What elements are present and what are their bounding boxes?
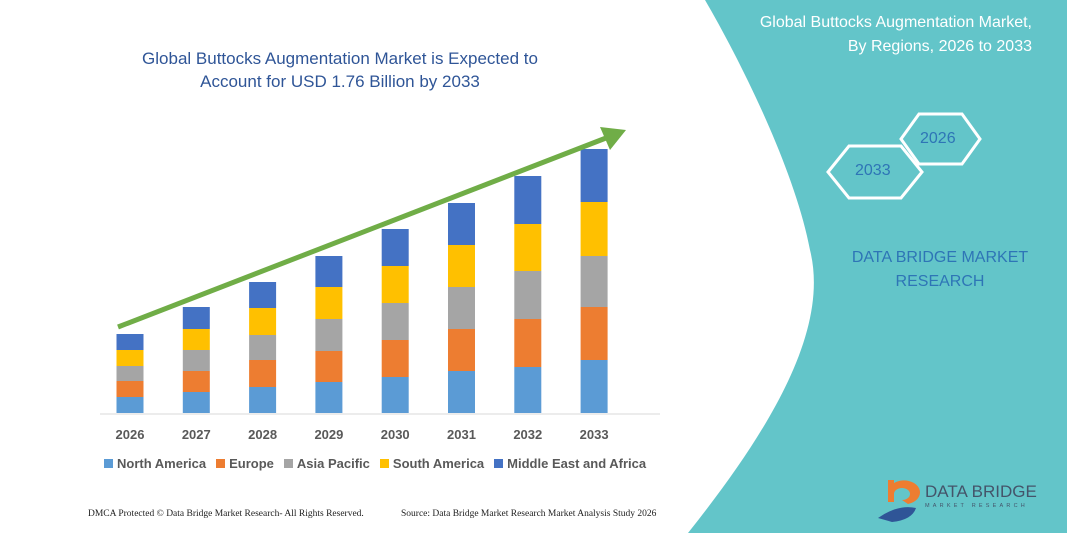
bar-segment-2028-4 bbox=[249, 282, 277, 308]
hex-end-year: 2033 bbox=[855, 162, 891, 179]
bar-segment-2033-1 bbox=[580, 307, 608, 360]
bar-segment-2032-4 bbox=[514, 176, 542, 224]
bar-segment-2028-0 bbox=[249, 387, 277, 413]
bar-segment-2032-0 bbox=[514, 367, 542, 413]
legend: North America Europe Asia Pacific South Ame… bbox=[104, 456, 646, 471]
chart-title: Global Buttocks Augmentation Market is E… bbox=[142, 49, 538, 91]
legend-swatch bbox=[104, 459, 113, 468]
x-tick-label: 2027 bbox=[182, 427, 211, 442]
stacked-bar-chart: 2026 2027 2028 2029 2030 2031 2032 2033 bbox=[100, 127, 660, 442]
x-tick-label: 2028 bbox=[248, 427, 277, 442]
legend-label: Asia Pacific bbox=[296, 456, 370, 471]
bar-segment-2026-1 bbox=[116, 381, 144, 397]
bar-segment-2027-4 bbox=[182, 307, 210, 329]
x-tick-label: 2030 bbox=[381, 427, 410, 442]
legend-item: Europe bbox=[216, 456, 274, 471]
x-tick-label: 2033 bbox=[580, 427, 609, 442]
bar-segment-2031-0 bbox=[448, 371, 475, 413]
legend-swatch bbox=[283, 459, 293, 468]
hex-start-year: 2026 bbox=[920, 130, 956, 147]
bar-segment-2032-1 bbox=[514, 319, 542, 367]
legend-label: South America bbox=[392, 456, 485, 471]
copyright-text: DMCA Protected © Data Bridge Market Rese… bbox=[88, 509, 364, 519]
bar-segment-2028-1 bbox=[249, 360, 277, 387]
legend-item: Asia Pacific bbox=[283, 456, 370, 471]
bar-segment-2030-3 bbox=[381, 266, 409, 303]
logo-text: DATA BRIDGE bbox=[925, 482, 1037, 501]
bar-segment-2026-2 bbox=[116, 366, 144, 381]
bar-segment-2029-0 bbox=[315, 382, 343, 413]
logo-icon bbox=[878, 480, 920, 522]
side-panel-title: Global Buttocks Augmentation Market, By … bbox=[759, 14, 1032, 55]
logo-subtext: MARKET RESEARCH bbox=[925, 503, 1028, 509]
legend-swatch bbox=[379, 459, 389, 468]
source-text: Source: Data Bridge Market Research Mark… bbox=[401, 509, 657, 519]
bar-segment-2028-3 bbox=[249, 308, 277, 335]
bar-segment-2033-4 bbox=[580, 149, 608, 202]
bar-segment-2031-3 bbox=[448, 245, 475, 287]
trend-arrow-line bbox=[117, 135, 607, 330]
legend-item: South America bbox=[379, 456, 485, 471]
bar-segment-2033-3 bbox=[580, 202, 608, 256]
legend-swatch bbox=[494, 459, 504, 468]
x-tick-label: 2032 bbox=[513, 427, 542, 442]
bar-segment-2027-3 bbox=[182, 329, 210, 350]
bar-segment-2033-2 bbox=[580, 256, 608, 307]
hexagon-2033 bbox=[826, 144, 924, 200]
bar-segment-2030-2 bbox=[381, 303, 409, 340]
bar-segment-2028-2 bbox=[249, 335, 277, 360]
trend-arrow-head bbox=[600, 127, 626, 150]
legend-item: North America bbox=[104, 456, 206, 471]
bar-segment-2030-1 bbox=[381, 340, 409, 377]
legend-label: North America bbox=[117, 456, 207, 471]
side-panel-shape bbox=[688, 0, 1067, 533]
x-tick-label: 2029 bbox=[314, 427, 343, 442]
bar-segment-2027-1 bbox=[182, 371, 210, 392]
brand-name: DATA BRIDGE MARKET RESEARCH bbox=[851, 249, 1029, 290]
legend-item: Middle East and Africa bbox=[494, 456, 646, 471]
bar-segment-2029-1 bbox=[315, 351, 343, 382]
bar-segment-2026-4 bbox=[116, 334, 144, 350]
legend-label: Middle East and Africa bbox=[507, 456, 647, 471]
bar-segment-2031-2 bbox=[448, 287, 475, 329]
bar-segment-2029-4 bbox=[315, 256, 343, 287]
hexagon-2026 bbox=[899, 112, 982, 166]
bar-segment-2031-4 bbox=[448, 203, 475, 245]
bar-segment-2029-3 bbox=[315, 287, 343, 319]
bar-segment-2029-2 bbox=[315, 319, 343, 351]
bar-segment-2030-0 bbox=[381, 377, 409, 413]
bar-segment-2027-0 bbox=[182, 392, 210, 413]
bar-segment-2030-4 bbox=[381, 229, 409, 266]
bar-segment-2032-2 bbox=[514, 271, 542, 319]
legend-label: Europe bbox=[229, 456, 274, 471]
bar-segment-2027-2 bbox=[182, 350, 210, 371]
bar-segment-2026-0 bbox=[116, 397, 144, 413]
x-tick-label: 2026 bbox=[116, 427, 145, 442]
bar-segment-2031-1 bbox=[448, 329, 475, 371]
legend-swatch bbox=[216, 459, 226, 468]
x-tick-label: 2031 bbox=[447, 427, 476, 442]
bar-segment-2032-3 bbox=[514, 224, 542, 271]
bar-segment-2026-3 bbox=[116, 350, 144, 366]
bar-segment-2033-0 bbox=[580, 360, 608, 413]
